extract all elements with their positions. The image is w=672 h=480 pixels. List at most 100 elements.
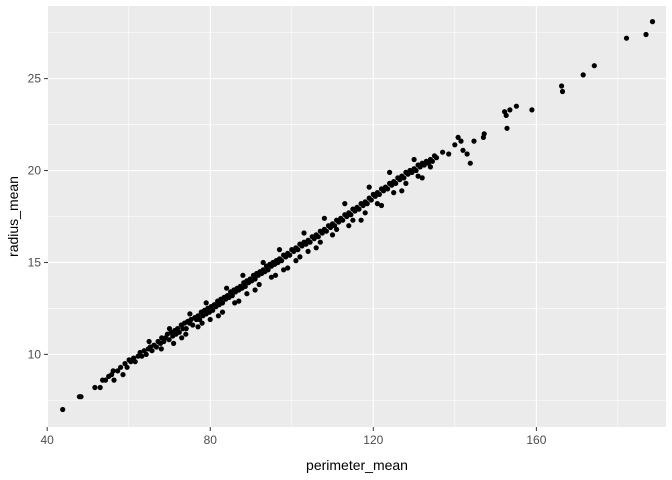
data-point <box>187 311 193 317</box>
data-point <box>279 258 285 264</box>
data-point <box>313 245 319 251</box>
data-point <box>429 158 435 164</box>
data-point <box>346 223 352 229</box>
data-point <box>348 212 354 218</box>
minor-gridlines <box>48 6 666 427</box>
data-point <box>458 138 464 144</box>
data-point <box>480 134 486 140</box>
data-point <box>317 239 323 245</box>
data-point <box>219 309 226 315</box>
data-point <box>242 283 248 289</box>
data-point <box>399 188 405 194</box>
data-point <box>128 359 134 365</box>
data-point <box>229 293 235 299</box>
data-point <box>464 151 470 157</box>
data-point <box>649 19 656 25</box>
data-point <box>415 173 421 179</box>
data-point <box>224 285 230 291</box>
data-point <box>460 147 466 153</box>
data-point <box>97 384 103 391</box>
data-point <box>203 300 209 306</box>
data-point <box>623 35 630 41</box>
data-point <box>321 215 327 221</box>
data-point <box>153 344 159 350</box>
data-point <box>364 201 370 207</box>
data-point <box>342 201 348 207</box>
x-axis-title: perimeter_mean <box>306 457 408 473</box>
data-point <box>118 364 124 370</box>
data-point <box>376 191 382 197</box>
data-point <box>166 326 173 332</box>
data-point <box>529 107 535 113</box>
data-point <box>78 394 84 400</box>
data-point <box>171 340 177 346</box>
data-point <box>427 164 433 170</box>
data-point <box>252 276 258 282</box>
x-tick-label: 80 <box>204 433 218 447</box>
data-point <box>265 267 271 273</box>
data-point <box>329 232 336 238</box>
data-point <box>580 72 586 78</box>
data-point <box>120 372 126 378</box>
data-point <box>356 206 362 212</box>
data-point <box>301 230 307 236</box>
data-point <box>452 142 458 148</box>
data-point <box>110 368 116 374</box>
data-point <box>232 300 238 306</box>
data-point <box>362 210 368 216</box>
data-point <box>559 83 565 89</box>
data-points <box>60 19 656 413</box>
data-point <box>315 234 321 240</box>
data-point <box>287 252 293 258</box>
data-point <box>240 272 246 278</box>
data-point <box>411 156 417 163</box>
data-point <box>272 272 279 278</box>
data-point <box>559 88 566 95</box>
data-point <box>340 217 346 223</box>
data-point <box>102 377 109 383</box>
data-point <box>195 324 201 330</box>
y-tick-label: 10 <box>28 347 42 361</box>
data-point <box>413 167 419 174</box>
data-point <box>124 364 130 370</box>
data-point <box>374 201 380 207</box>
data-point <box>92 384 98 391</box>
y-tick-label: 25 <box>28 72 42 86</box>
data-point <box>591 63 597 69</box>
data-point <box>391 190 397 196</box>
data-point <box>256 281 262 288</box>
data-point <box>146 338 152 345</box>
data-point <box>507 107 513 113</box>
data-point <box>111 377 117 383</box>
data-point <box>219 300 226 306</box>
data-point <box>471 138 477 144</box>
data-point <box>268 274 274 280</box>
data-point <box>132 359 138 365</box>
data-point <box>440 149 446 155</box>
data-point <box>281 267 287 273</box>
data-point <box>385 186 391 192</box>
data-point <box>244 291 250 297</box>
data-point <box>401 175 407 181</box>
data-point <box>378 202 385 209</box>
data-point <box>190 322 196 328</box>
data-point <box>433 155 440 161</box>
data-point <box>305 248 311 254</box>
data-point <box>60 406 66 413</box>
data-point <box>260 259 266 266</box>
data-point <box>403 180 409 186</box>
y-axis: 10 15 20 25 <box>28 72 48 361</box>
data-point <box>236 298 242 304</box>
y-tick-label: 15 <box>28 255 42 269</box>
x-tick-label: 40 <box>41 433 55 447</box>
data-point <box>368 197 374 203</box>
data-point <box>643 31 649 38</box>
data-point <box>207 316 213 323</box>
data-point <box>446 151 452 157</box>
data-point <box>143 351 149 357</box>
data-point <box>166 337 172 343</box>
x-tick-label: 160 <box>526 433 546 447</box>
data-point <box>179 335 185 341</box>
data-point <box>334 226 340 232</box>
